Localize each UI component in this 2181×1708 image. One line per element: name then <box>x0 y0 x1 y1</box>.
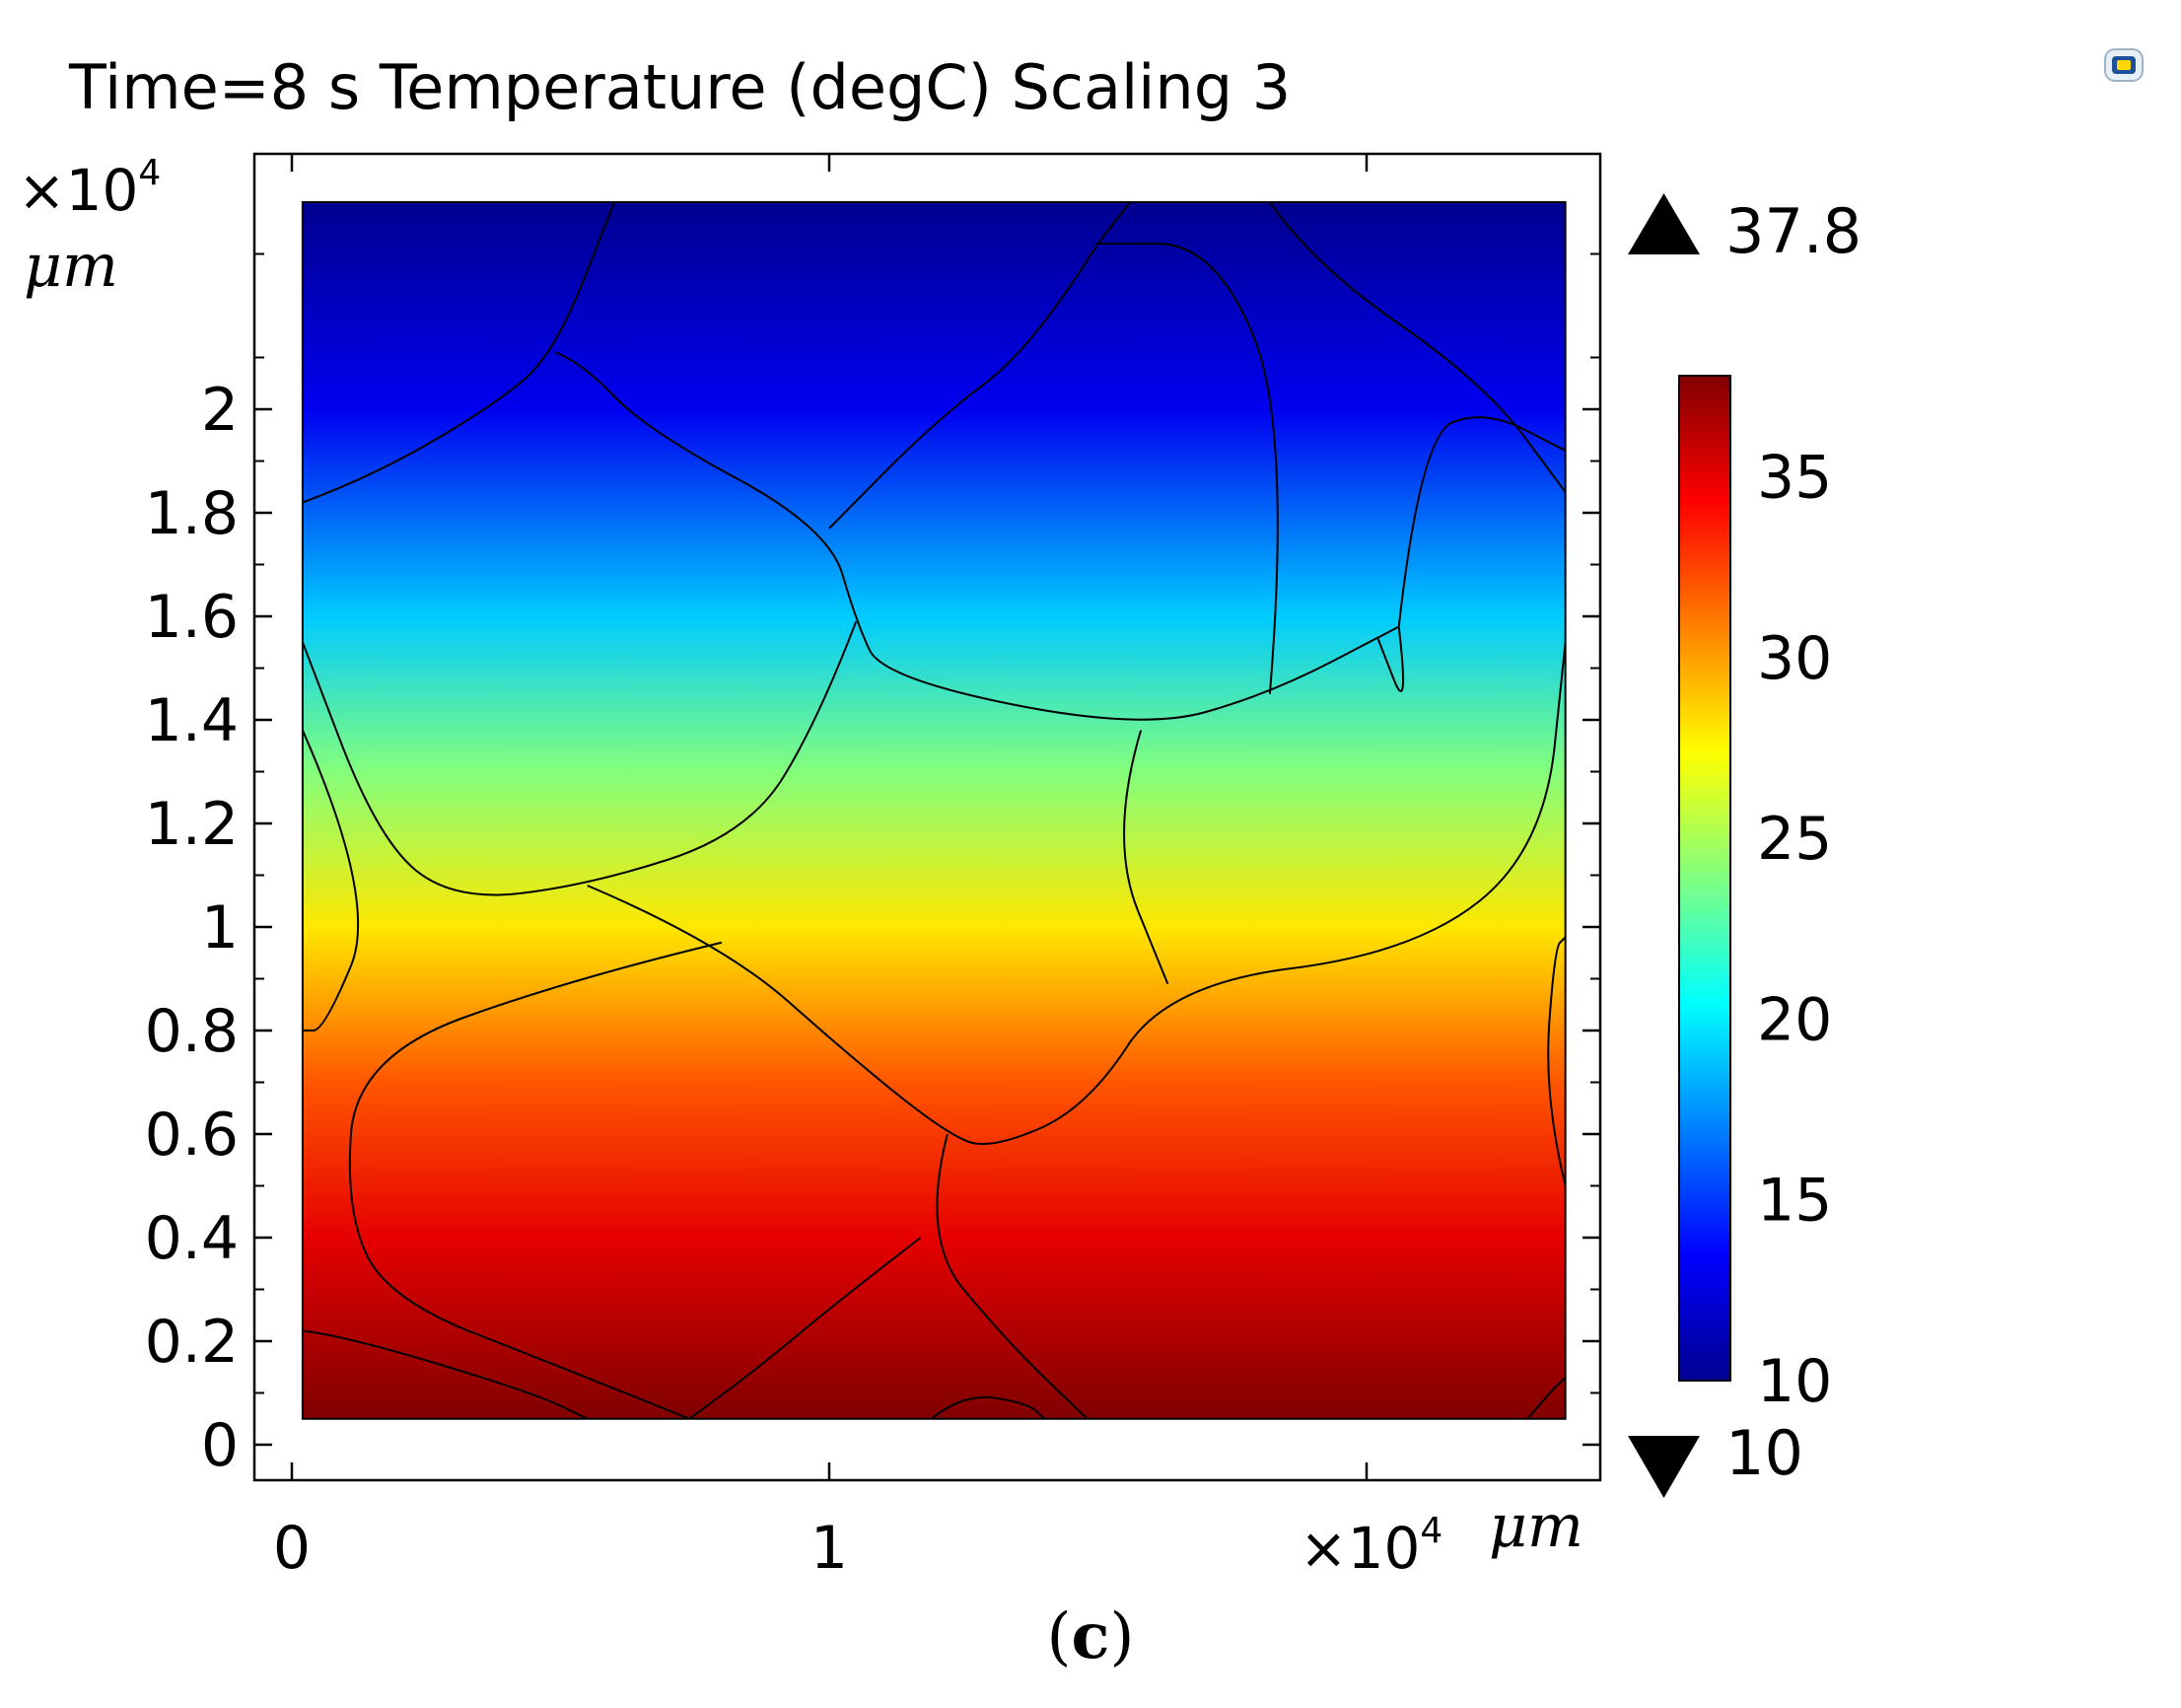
comsol-app-icon <box>2104 48 2144 82</box>
grain-boundary <box>828 243 1099 530</box>
figure-caption: (c) <box>0 1600 2181 1673</box>
colorbar-tick-label: 25 <box>1757 805 1832 874</box>
grain-boundary <box>688 1237 922 1419</box>
y-tick-label: 1.6 <box>145 583 239 652</box>
y-tick-label: 1.2 <box>145 790 239 859</box>
x-tick-label: 0 <box>273 1514 311 1583</box>
colorbar-tick-label: 20 <box>1757 985 1832 1054</box>
colorbar-tick-label: 30 <box>1757 624 1832 693</box>
grain-boundary <box>1269 202 1566 493</box>
y-tick-label: 0.8 <box>145 997 239 1066</box>
grain-boundary <box>1096 202 1131 245</box>
y-axis-multiplier-base: ×10 <box>18 157 138 224</box>
y-tick-label: 0.4 <box>145 1204 239 1273</box>
y-axis-multiplier: ×104 <box>18 153 161 224</box>
grain-boundary <box>1375 626 1405 692</box>
grain-boundary <box>554 351 1400 721</box>
colorbar-tick-label: 15 <box>1757 1167 1832 1236</box>
caption-letter: c <box>1071 1600 1110 1673</box>
caption-close: ) <box>1109 1601 1135 1673</box>
y-tick-label: 1.8 <box>145 479 239 548</box>
grain-boundary <box>302 730 360 1032</box>
chart-title: Time=8 s Temperature (degC) Scaling 3 <box>69 51 1292 123</box>
grain-boundary <box>936 1133 1089 1419</box>
y-tick-label: 1.4 <box>145 686 239 755</box>
axes-frame <box>252 152 1602 1482</box>
y-axis: 0 0.2 0.4 0.6 0.8 1 1.2 1.4 1.6 1.8 2 <box>145 252 1600 1480</box>
x-axis-multiplier-exp: 4 <box>1420 1511 1442 1551</box>
grain-boundary <box>587 642 1566 1145</box>
y-tick-label: 0.6 <box>145 1101 239 1170</box>
grain-boundary <box>1123 730 1169 985</box>
min-value-label: 10 <box>1725 1417 1803 1489</box>
y-tick-label: 2 <box>201 376 239 445</box>
y-tick-label: 0 <box>201 1411 239 1480</box>
grain-boundaries <box>302 202 1566 1419</box>
x-tick-label: 1 <box>810 1514 848 1583</box>
grain-boundary <box>302 1329 589 1419</box>
x-axis-multiplier: ×104 <box>1300 1511 1442 1582</box>
grain-boundary <box>302 202 615 504</box>
colorbar-tick-label: 10 <box>1757 1347 1832 1416</box>
grain-boundary <box>1547 936 1566 1186</box>
colorbar-tick-label: 35 <box>1757 444 1832 513</box>
x-axis-unit: μm <box>1489 1492 1583 1561</box>
colorbar <box>1678 375 1731 1382</box>
domain-outline <box>301 201 1567 1420</box>
max-value-label: 37.8 <box>1725 195 1862 267</box>
colorbar-ticks: 10 15 20 25 30 35 <box>1757 444 1832 1416</box>
min-marker-icon <box>1628 1436 1700 1498</box>
y-tick-label: 1 <box>201 893 239 962</box>
grain-boundary <box>1397 416 1566 627</box>
temperature-field <box>302 202 1566 1419</box>
y-axis-multiplier-exp: 4 <box>138 153 161 193</box>
grain-boundary <box>1526 1377 1566 1419</box>
grain-boundary <box>1097 243 1279 694</box>
caption-open: ( <box>1046 1601 1072 1673</box>
max-marker-icon <box>1628 193 1700 254</box>
grain-boundary <box>930 1395 1045 1419</box>
y-axis-unit: μm <box>24 232 118 301</box>
y-tick-label: 0.2 <box>145 1308 239 1377</box>
grain-boundary <box>348 941 723 1419</box>
x-axis-multiplier-base: ×10 <box>1300 1515 1420 1582</box>
grain-boundary <box>302 620 858 896</box>
